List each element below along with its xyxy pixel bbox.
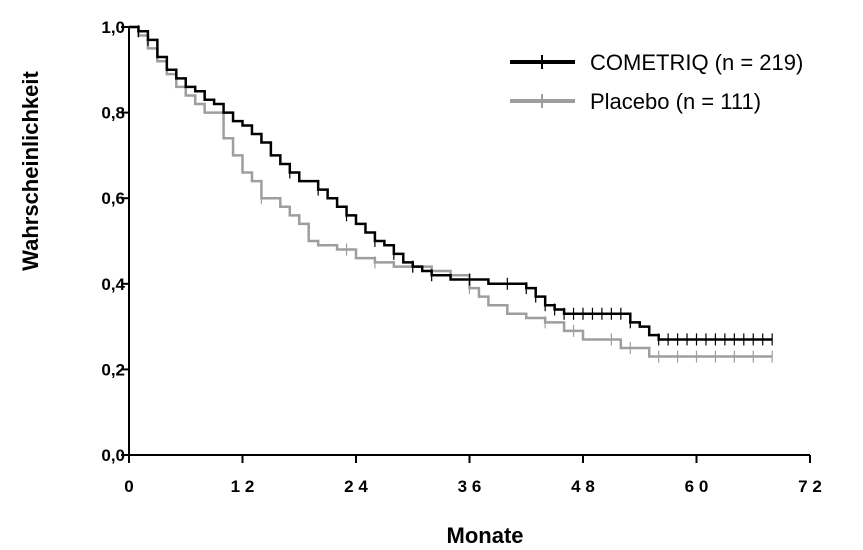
y-axis-title: Wahrscheinlichkeit [18,70,43,270]
x-tick-label: 1 2 [231,477,255,496]
x-tick-label: 7 2 [798,477,822,496]
x-tick-label: 4 8 [571,477,595,496]
x-axis-title: Monate [447,523,524,548]
legend: COMETRIQ (n = 219) Placebo (n = 111) [510,50,803,114]
x-tick-label: 0 [124,477,133,496]
series-line-cometriq [129,25,773,341]
y-tick-label: 0,0 [101,446,125,465]
x-tick-label: 2 4 [344,477,368,496]
series-layer [129,25,773,363]
legend-label-cometriq: COMETRIQ (n = 219) [590,50,803,75]
series-line-placebo [129,25,773,358]
x-tick-label: 6 0 [685,477,709,496]
y-tick-label: 0,6 [101,189,125,208]
y-tick-label: 0,2 [101,360,125,379]
tick-marks: 0 1 2 2 4 3 6 4 8 6 0 7 2 0,0 0,2 0,4 0,6 0,8 1,0 [101,18,821,496]
y-tick-label: 0,4 [101,275,125,294]
x-tick-label: 3 6 [458,477,482,496]
y-tick-label: 0,8 [101,104,125,123]
legend-label-placebo: Placebo (n = 111) [590,89,761,114]
y-tick-label: 1,0 [101,18,125,37]
